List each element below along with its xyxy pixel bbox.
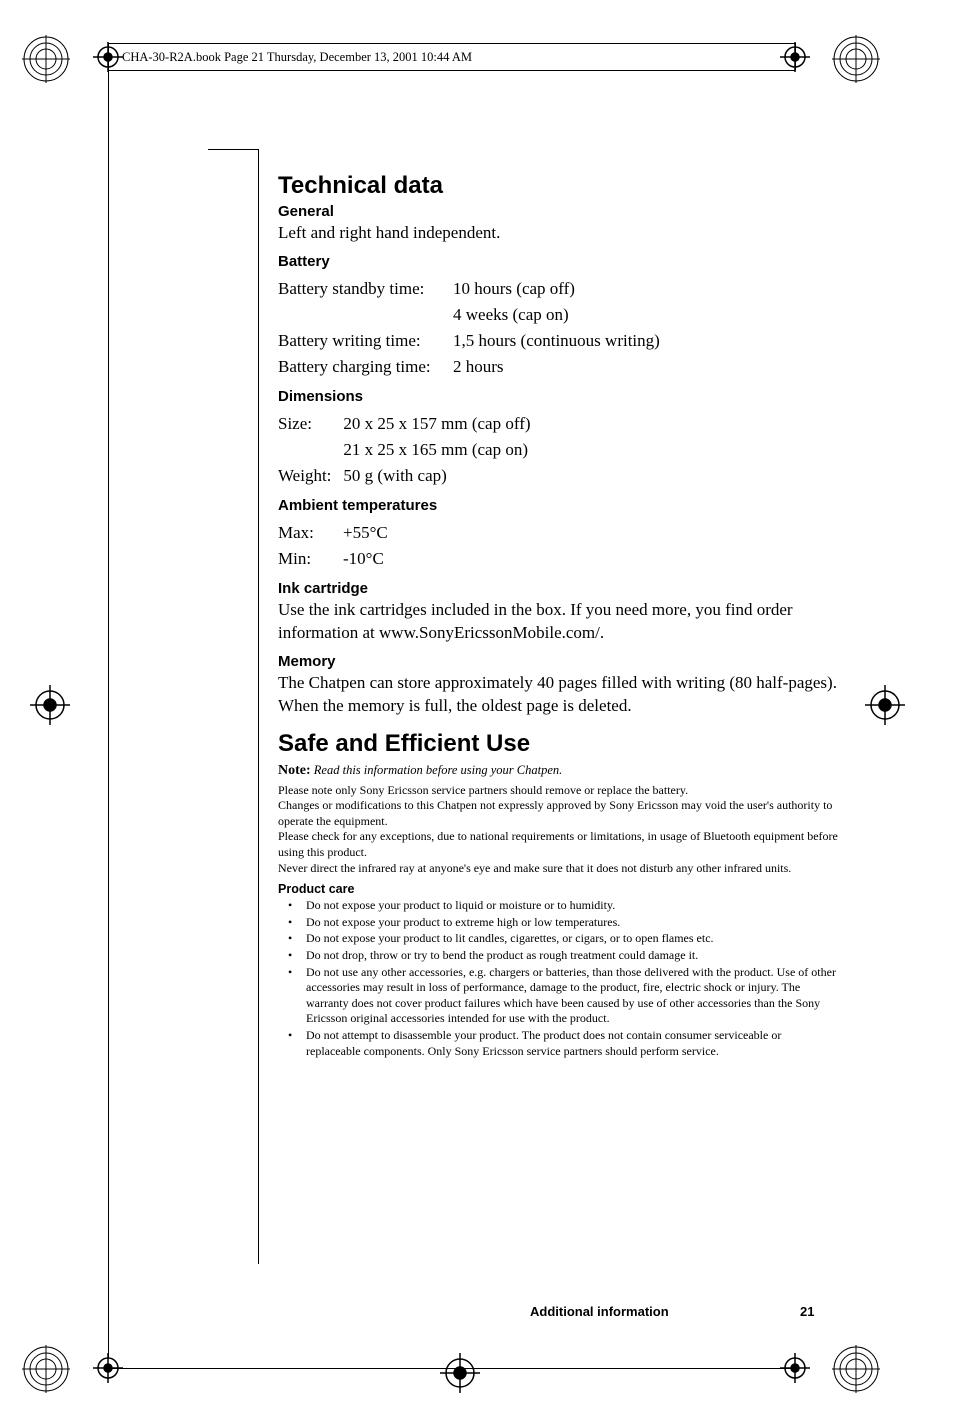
table-row: 21 x 25 x 165 mm (cap on) <box>278 437 531 463</box>
heading-ambient: Ambient temperatures <box>278 497 838 514</box>
cell-label: Battery writing time: <box>278 328 453 354</box>
heading-memory: Memory <box>278 653 838 670</box>
cell-label: Min: <box>278 546 343 572</box>
note-label: Note: <box>278 763 311 778</box>
table-row: Battery writing time:1,5 hours (continuo… <box>278 328 660 354</box>
cell-label <box>278 302 453 328</box>
safe-paragraph: Please note only Sony Ericsson service p… <box>278 783 838 799</box>
crop-rule-bottom <box>108 1368 795 1369</box>
reg-corner-bl <box>22 1345 70 1393</box>
heading-ink: Ink cartridge <box>278 580 838 597</box>
list-item: Do not expose your product to lit candle… <box>278 931 838 947</box>
table-row: Min:-10°C <box>278 546 388 572</box>
table-battery: Battery standby time:10 hours (cap off) … <box>278 276 660 380</box>
table-row: Max:+55°C <box>278 520 388 546</box>
cell-value: 4 weeks (cap on) <box>453 302 660 328</box>
list-item: Do not use any other accessories, e.g. c… <box>278 965 838 1027</box>
safe-paragraph: Changes or modifications to this Chatpen… <box>278 798 838 829</box>
table-row: Battery charging time:2 hours <box>278 354 660 380</box>
safe-paragraph: Please check for any exceptions, due to … <box>278 829 838 860</box>
reg-corner-tr <box>832 35 880 83</box>
list-item: Do not expose your product to liquid or … <box>278 898 838 914</box>
text-memory: The Chatpen can store approximately 40 p… <box>278 672 838 718</box>
table-row: Size:20 x 25 x 157 mm (cap off) <box>278 411 531 437</box>
header-filename: CHA-30-R2A.book Page 21 Thursday, Decemb… <box>122 50 472 65</box>
cell-label: Battery standby time: <box>278 276 453 302</box>
regmark-mr <box>865 685 905 725</box>
regmark-bc <box>440 1353 480 1393</box>
footer-page-number: 21 <box>800 1304 814 1319</box>
reg-corner-br <box>832 1345 880 1393</box>
heading-safe-use: Safe and Efficient Use <box>278 730 838 758</box>
crop-rule-left <box>108 43 109 1358</box>
text-ink: Use the ink cartridges included in the b… <box>278 599 838 645</box>
product-care-list: Do not expose your product to liquid or … <box>278 898 838 1059</box>
page-corner-v <box>258 149 259 1264</box>
table-row: Battery standby time:10 hours (cap off) <box>278 276 660 302</box>
cell-label: Battery charging time: <box>278 354 453 380</box>
table-row: 4 weeks (cap on) <box>278 302 660 328</box>
note-line: Note: Read this information before using… <box>278 761 838 779</box>
cell-label: Max: <box>278 520 343 546</box>
cell-value: 20 x 25 x 157 mm (cap off) <box>343 411 530 437</box>
cell-label <box>278 437 343 463</box>
safe-paragraph: Never direct the infrared ray at anyone'… <box>278 861 838 877</box>
footer-label: Additional information <box>530 1304 669 1319</box>
table-row: Weight:50 g (with cap) <box>278 463 531 489</box>
page-corner-h <box>208 149 258 150</box>
page-content: Technical data General Left and right ha… <box>278 172 838 1060</box>
cell-label: Size: <box>278 411 343 437</box>
cell-value: 50 g (with cap) <box>343 463 530 489</box>
cell-value: +55°C <box>343 520 388 546</box>
heading-general: General <box>278 203 838 220</box>
heading-product-care: Product care <box>278 882 838 896</box>
note-text: Read this information before using your … <box>311 763 563 777</box>
crop-rule-header-bottom <box>108 70 795 71</box>
cell-value: 21 x 25 x 165 mm (cap on) <box>343 437 530 463</box>
table-ambient: Max:+55°C Min:-10°C <box>278 520 388 572</box>
heading-dimensions: Dimensions <box>278 388 838 405</box>
crop-rule-top <box>108 43 795 44</box>
cell-value: -10°C <box>343 546 388 572</box>
cell-value: 2 hours <box>453 354 660 380</box>
list-item: Do not drop, throw or try to bend the pr… <box>278 948 838 964</box>
list-item: Do not expose your product to extreme hi… <box>278 915 838 931</box>
crop-rule-right-top <box>795 43 796 70</box>
reg-corner-tl <box>22 35 70 83</box>
text-general: Left and right hand independent. <box>278 222 838 245</box>
table-dimensions: Size:20 x 25 x 157 mm (cap off) 21 x 25 … <box>278 411 531 489</box>
cell-value: 1,5 hours (continuous writing) <box>453 328 660 354</box>
regmark-ml <box>30 685 70 725</box>
heading-battery: Battery <box>278 253 838 270</box>
heading-technical-data: Technical data <box>278 172 838 200</box>
cell-value: 10 hours (cap off) <box>453 276 660 302</box>
cell-label: Weight: <box>278 463 343 489</box>
list-item: Do not attempt to disassemble your produ… <box>278 1028 838 1059</box>
